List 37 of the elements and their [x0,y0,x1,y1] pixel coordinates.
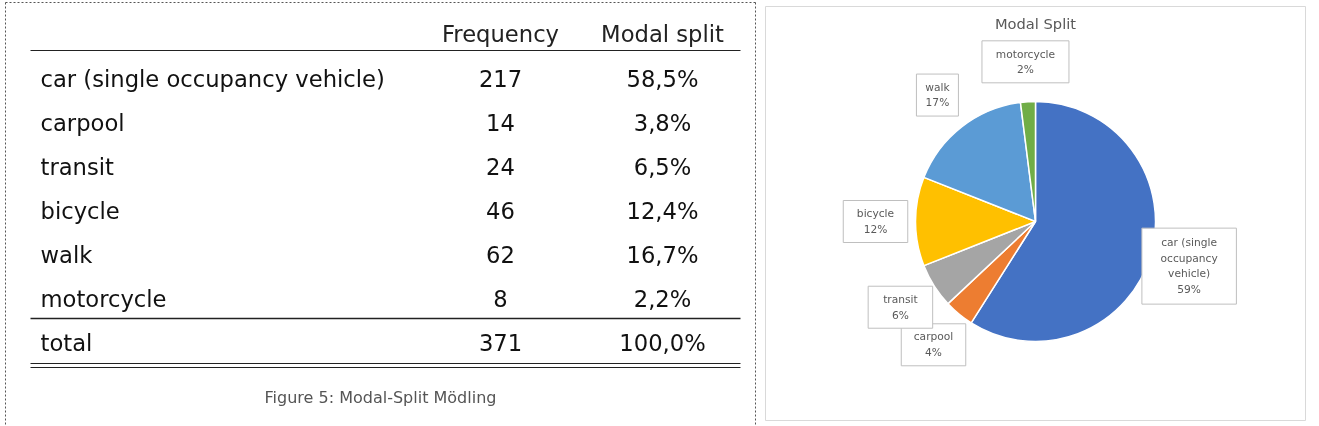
data-label: 2% [1017,63,1034,77]
category-label: total [40,329,93,356]
text: 2,2% [633,285,692,312]
text: 62 [486,242,515,268]
data-label: 17% [925,96,950,110]
text: 6,5% [633,153,692,180]
text: 58,5% [626,65,699,92]
category-label: motorcycle [40,285,167,312]
text: Modal split [601,20,725,47]
slice-label: transit [883,292,918,306]
text: 24 [486,154,515,180]
slice-label: carpool [913,330,954,344]
text: 8 [493,286,508,312]
category-label: bicycle [40,197,120,224]
text: 217 [478,66,523,92]
text: 3,8% [633,109,692,136]
category-label: transit [40,153,115,180]
slice-label: car (single occupancy vehicle) [1160,236,1218,281]
data-label: 12% [863,222,888,236]
category-label: carpool [40,109,125,136]
text: 12,4% [626,197,699,224]
caption: Figure 5: Modal-Split Mödling [264,388,497,407]
slice-label: motorcycle [995,47,1056,61]
text: Frequency [441,20,560,47]
text: 16,7% [626,241,699,268]
text: 14 [486,110,515,136]
text: 46 [486,198,515,224]
chart-title: Modal Split [994,15,1077,32]
slice-label: walk [925,80,951,94]
data-label: 4% [925,346,942,360]
data-label: 59% [1177,283,1201,297]
text: 100,0% [619,329,706,356]
category-label: walk [40,241,94,268]
category-label: car (single occupancy vehicle) [40,65,385,92]
slice-label: bicycle [856,207,895,221]
data-label: 6% [891,308,909,322]
text: 371 [478,330,523,356]
